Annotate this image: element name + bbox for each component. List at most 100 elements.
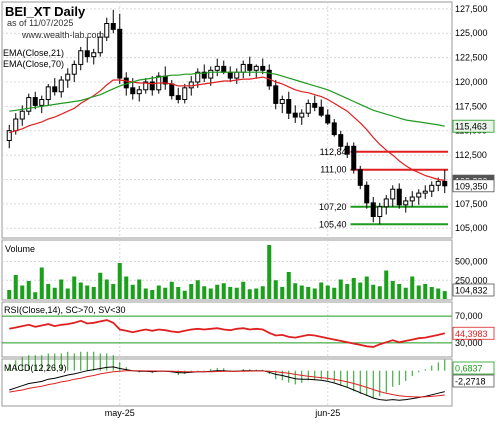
- volume-bar: [91, 287, 96, 299]
- volume-bar: [416, 285, 421, 299]
- volume-bar: [442, 291, 447, 299]
- candle-body: [240, 63, 246, 73]
- volume-bar: [46, 284, 51, 299]
- rsi-badge: [452, 326, 495, 340]
- candle-body: [279, 99, 285, 104]
- axis-labels: may-25jun-25jul-25127,500125,000122,5001…: [105, 4, 495, 418]
- volume-bar: [143, 288, 148, 299]
- volume-bar: [410, 276, 415, 299]
- volume-bar: [182, 290, 187, 299]
- level-label: 112,84: [320, 147, 347, 157]
- rsi-series: [9, 319, 446, 348]
- candle-body: [370, 202, 376, 218]
- volume-bar: [72, 276, 77, 299]
- candle-body: [442, 180, 448, 187]
- price-panel: [1, 1, 453, 239]
- volume-bar: [241, 281, 246, 299]
- price-badge: [452, 179, 495, 193]
- volume-bar: [397, 284, 402, 299]
- candle-body: [351, 145, 357, 171]
- watermark: www.wealth-lab.com: [21, 30, 104, 40]
- level-label: 107,20: [319, 202, 347, 212]
- y-tick-label: 107,500: [455, 199, 488, 209]
- candle-body: [84, 50, 90, 58]
- candle-body: [52, 86, 58, 93]
- candle-body: [71, 63, 77, 75]
- candle-body: [45, 86, 51, 101]
- candle-body: [403, 200, 409, 206]
- ema-overlays: [9, 71, 445, 181]
- legend-ema70: EMA(Close,70): [3, 59, 64, 69]
- candle-body: [364, 184, 370, 204]
- volume-bar: [26, 281, 31, 299]
- volume-bar: [293, 283, 298, 299]
- legend-ema21: EMA(Close,21): [3, 48, 64, 58]
- volume-bar: [364, 276, 369, 299]
- volume-bar: [59, 279, 64, 299]
- y-tick-label: 122,500: [455, 53, 488, 63]
- candlestick-series: [6, 9, 448, 225]
- volume-bar: [52, 287, 57, 299]
- volume-bar: [436, 288, 441, 299]
- candle-body: [13, 118, 19, 132]
- ema21-line: [9, 76, 445, 181]
- volume-bar: [273, 280, 278, 299]
- candle-body: [65, 73, 71, 81]
- volume-bar: [338, 279, 343, 299]
- volume-bar: [39, 267, 44, 299]
- rsi-title: RSI(Close,14), SC>70, SV<30: [4, 305, 126, 315]
- candle-body: [149, 81, 155, 91]
- candle-body: [312, 102, 318, 108]
- volume-bar: [124, 276, 129, 299]
- volume-bar: [384, 270, 389, 299]
- volume-badge-label: 104,832: [455, 286, 488, 296]
- volume-tick-label: 250,000: [455, 275, 488, 285]
- volume-bar: [267, 245, 272, 299]
- volume-bar: [351, 278, 356, 299]
- volume-bar: [195, 280, 200, 299]
- candle-body: [91, 52, 97, 58]
- candle-body: [422, 190, 428, 194]
- candle-body: [110, 22, 116, 30]
- volume-bar: [111, 284, 116, 299]
- volume-bar: [65, 288, 70, 299]
- volume-bar: [169, 281, 174, 299]
- candle-body: [383, 198, 389, 208]
- volume-bar: [208, 288, 213, 299]
- volume-bar: [306, 287, 311, 299]
- volume-bar: [78, 282, 83, 299]
- candle-body: [182, 87, 188, 101]
- volume-bar: [13, 275, 18, 299]
- candle-body: [214, 65, 220, 71]
- y-tick-label: 112,500: [455, 150, 487, 160]
- candle-body: [318, 106, 324, 116]
- candle-body: [416, 192, 422, 198]
- level-label: 111,00: [320, 165, 346, 175]
- rsi-tick-label: 30,000: [455, 338, 483, 348]
- volume-bar: [371, 284, 376, 299]
- candle-body: [357, 169, 363, 186]
- ema70-line: [9, 71, 445, 127]
- candle-body: [409, 196, 415, 202]
- candle-body: [227, 71, 233, 79]
- candle-body: [104, 22, 110, 38]
- candle-body: [117, 28, 123, 79]
- y-tick-label: 105,000: [455, 223, 488, 233]
- macd-title: MACD(12,26,9): [4, 363, 67, 373]
- candle-body: [253, 65, 259, 71]
- volume-bar: [390, 281, 395, 299]
- candle-body: [331, 122, 337, 136]
- candle-body: [175, 95, 181, 101]
- level-label: 105,40: [319, 219, 347, 229]
- candle-body: [325, 114, 331, 124]
- candle-body: [299, 112, 305, 118]
- candle-body: [201, 71, 207, 79]
- volume-bar: [117, 263, 122, 299]
- volume-bar: [254, 288, 259, 299]
- candle-body: [377, 206, 383, 218]
- candle-body: [396, 188, 402, 206]
- macd-badge: [452, 374, 495, 388]
- volume-bar: [325, 285, 330, 299]
